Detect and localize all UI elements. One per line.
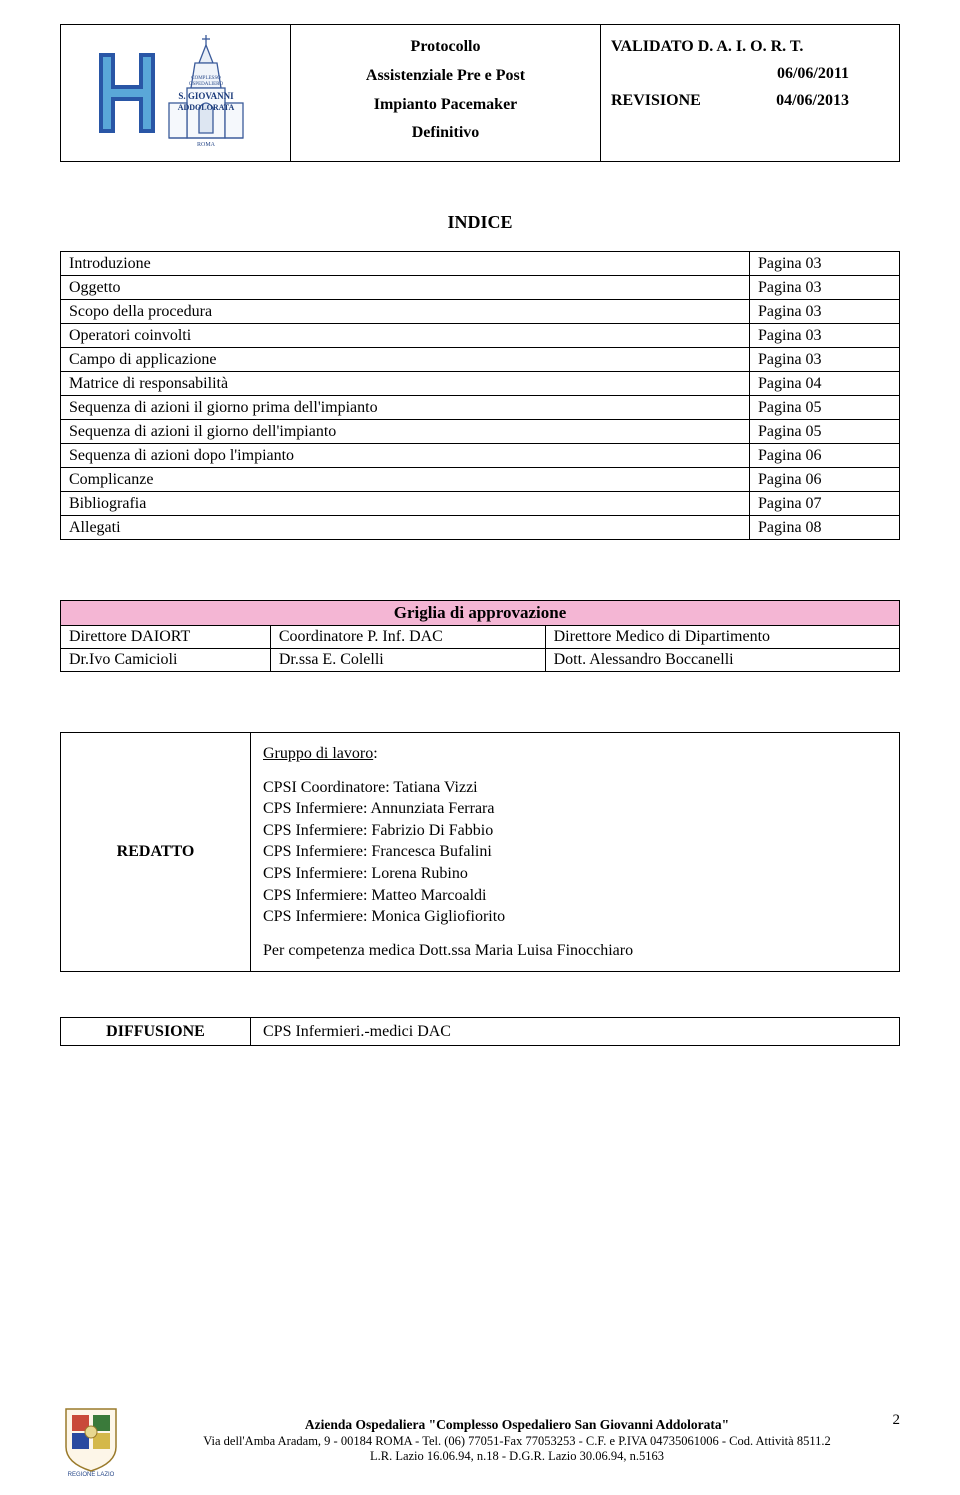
- footer-text-block: 2 Azienda Ospedaliera "Complesso Ospedal…: [134, 1417, 900, 1465]
- toc-item-page: Pagina 03: [750, 324, 900, 348]
- diffusione-value: CPS Infermieri.-medici DAC: [251, 1018, 900, 1046]
- h-letter-icon: [97, 48, 157, 138]
- approval-role-2: Coordinatore P. Inf. DAC: [270, 626, 545, 649]
- header-title-line4: Definitivo: [301, 119, 590, 148]
- table-row: Sequenza di azioni il giorno dell'impian…: [61, 420, 900, 444]
- approval-name-2: Dr.ssa E. Colelli: [270, 649, 545, 672]
- toc-item-page: Pagina 06: [750, 468, 900, 492]
- document-header: COMPLESSO OSPEDALIERO S. GIOVANNI ADDOLO…: [60, 24, 900, 162]
- gruppo-member-line: CPSI Coordinatore: Tatiana Vizzi: [263, 777, 887, 799]
- church-icon: COMPLESSO OSPEDALIERO S. GIOVANNI ADDOLO…: [159, 33, 254, 153]
- gruppo-member-line: CPS Infermiere: Lorena Rubino: [263, 863, 887, 885]
- logo-text-complesso: COMPLESSO: [191, 76, 221, 81]
- revisione-label: REVISIONE: [611, 92, 701, 109]
- toc-item-label: Bibliografia: [61, 492, 750, 516]
- table-row: Operatori coinvoltiPagina 03: [61, 324, 900, 348]
- regione-lazio-label: REGIONE LAZIO: [68, 1472, 115, 1477]
- footer-legal: L.R. Lazio 16.06.94, n.18 - D.G.R. Lazio…: [134, 1449, 900, 1465]
- approval-grid-header: Griglia di approvazione: [61, 601, 900, 626]
- toc-item-page: Pagina 05: [750, 396, 900, 420]
- toc-item-label: Scopo della procedura: [61, 300, 750, 324]
- revisione-date: 04/06/2013: [776, 87, 889, 114]
- toc-item-label: Allegati: [61, 516, 750, 540]
- competenza-line: Per competenza medica Dott.ssa Maria Lui…: [263, 940, 887, 962]
- table-row: ComplicanzePagina 06: [61, 468, 900, 492]
- approval-role-3: Direttore Medico di Dipartimento: [545, 626, 899, 649]
- logo-text-addolorata: ADDOLORATA: [178, 103, 235, 112]
- redatto-table: REDATTO Gruppo di lavoro: CPSI Coordinat…: [60, 732, 900, 972]
- table-row: Matrice di responsabilitàPagina 04: [61, 372, 900, 396]
- gruppo-member-line: CPS Infermiere: Matteo Marcoaldi: [263, 885, 887, 907]
- gruppo-title: Gruppo di lavoro:: [263, 743, 887, 765]
- toc-item-page: Pagina 07: [750, 492, 900, 516]
- toc-item-page: Pagina 08: [750, 516, 900, 540]
- toc-item-label: Sequenza di azioni dopo l'impianto: [61, 444, 750, 468]
- header-title-line2: Assistenziale Pre e Post: [301, 62, 590, 91]
- approval-name-3: Dott. Alessandro Boccanelli: [545, 649, 899, 672]
- toc-item-label: Matrice di responsabilità: [61, 372, 750, 396]
- toc-item-page: Pagina 03: [750, 300, 900, 324]
- toc-table: IntroduzionePagina 03OggettoPagina 03Sco…: [60, 251, 900, 540]
- gruppo-member-line: CPS Infermiere: Francesca Bufalini: [263, 841, 887, 863]
- table-row: BibliografiaPagina 07: [61, 492, 900, 516]
- footer-address: Via dell'Amba Aradam, 9 - 00184 ROMA - T…: [134, 1434, 900, 1450]
- gruppo-member-line: CPS Infermiere: Monica Gigliofiorito: [263, 906, 887, 928]
- logo-text-ospedaliero: OSPEDALIERO: [189, 82, 224, 87]
- approval-grid-table: Griglia di approvazione Direttore DAIORT…: [60, 600, 900, 672]
- toc-item-label: Oggetto: [61, 276, 750, 300]
- toc-item-label: Campo di applicazione: [61, 348, 750, 372]
- toc-item-page: Pagina 04: [750, 372, 900, 396]
- toc-item-label: Operatori coinvolti: [61, 324, 750, 348]
- regione-lazio-crest-icon: REGIONE LAZIO: [60, 1405, 122, 1477]
- diffusione-label: DIFFUSIONE: [61, 1018, 251, 1046]
- revisione-line: REVISIONE 04/06/2013: [611, 87, 889, 114]
- header-title-line1: Protocollo: [301, 33, 590, 62]
- logo-text-giovanni: S. GIOVANNI: [178, 91, 234, 101]
- toc-item-page: Pagina 03: [750, 348, 900, 372]
- approval-role-1: Direttore DAIORT: [61, 626, 271, 649]
- diffusione-table: DIFFUSIONE CPS Infermieri.-medici DAC: [60, 1017, 900, 1046]
- table-row: OggettoPagina 03: [61, 276, 900, 300]
- validato-date: 06/06/2011: [611, 60, 889, 87]
- toc-item-label: Sequenza di azioni il giorno prima dell'…: [61, 396, 750, 420]
- toc-item-label: Complicanze: [61, 468, 750, 492]
- table-row: Scopo della proceduraPagina 03: [61, 300, 900, 324]
- hospital-logo: COMPLESSO OSPEDALIERO S. GIOVANNI ADDOLO…: [71, 33, 280, 153]
- toc-item-label: Sequenza di azioni il giorno dell'impian…: [61, 420, 750, 444]
- page-number: 2: [893, 1411, 901, 1430]
- table-row: Sequenza di azioni dopo l'impiantoPagina…: [61, 444, 900, 468]
- redatto-label: REDATTO: [61, 733, 251, 972]
- footer-org-name: Azienda Ospedaliera "Complesso Ospedalie…: [134, 1417, 900, 1434]
- table-row: Campo di applicazionePagina 03: [61, 348, 900, 372]
- indice-heading: INDICE: [60, 212, 900, 233]
- redatto-content-cell: Gruppo di lavoro: CPSI Coordinatore: Tat…: [251, 733, 900, 972]
- toc-item-page: Pagina 03: [750, 252, 900, 276]
- header-validation-cell: VALIDATO D. A. I. O. R. T. 06/06/2011 RE…: [601, 25, 900, 162]
- table-row: AllegatiPagina 08: [61, 516, 900, 540]
- logo-text-roma: ROMA: [197, 142, 216, 148]
- page-footer: REGIONE LAZIO 2 Azienda Ospedaliera "Com…: [60, 1405, 900, 1477]
- validato-line: VALIDATO D. A. I. O. R. T.: [611, 33, 889, 60]
- toc-item-label: Introduzione: [61, 252, 750, 276]
- header-logo-cell: COMPLESSO OSPEDALIERO S. GIOVANNI ADDOLO…: [61, 25, 291, 162]
- gruppo-member-line: CPS Infermiere: Annunziata Ferrara: [263, 798, 887, 820]
- table-row: Sequenza di azioni il giorno prima dell'…: [61, 396, 900, 420]
- table-row: Dr.Ivo Camicioli Dr.ssa E. Colelli Dott.…: [61, 649, 900, 672]
- toc-item-page: Pagina 05: [750, 420, 900, 444]
- table-row: Direttore DAIORT Coordinatore P. Inf. DA…: [61, 626, 900, 649]
- gruppo-member-line: CPS Infermiere: Fabrizio Di Fabbio: [263, 820, 887, 842]
- table-row: IntroduzionePagina 03: [61, 252, 900, 276]
- header-title-line3: Impianto Pacemaker: [301, 91, 590, 120]
- approval-name-1: Dr.Ivo Camicioli: [61, 649, 271, 672]
- toc-item-page: Pagina 03: [750, 276, 900, 300]
- header-title-cell: Protocollo Assistenziale Pre e Post Impi…: [291, 25, 601, 162]
- toc-item-page: Pagina 06: [750, 444, 900, 468]
